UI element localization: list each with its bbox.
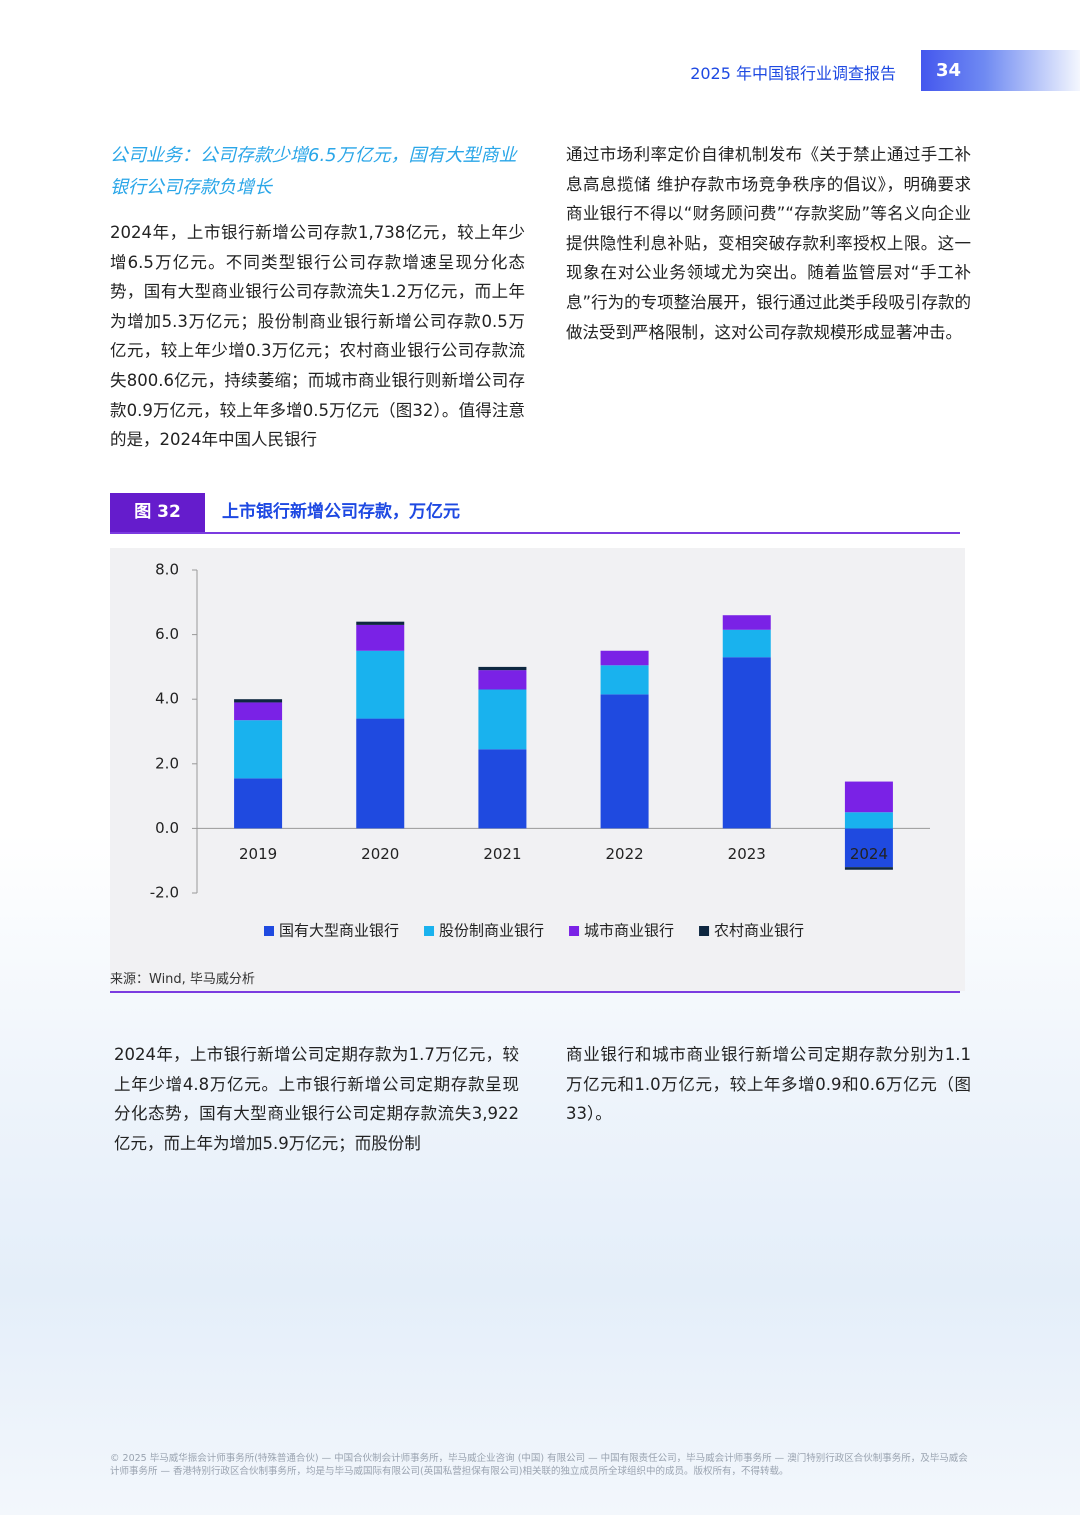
source-note: 来源：Wind, 毕马威分析: [110, 972, 255, 987]
bar: [600, 694, 649, 829]
footer: © 2025 毕马威华振会计师事务所(特殊普通合伙) — 中国合伙制会计师事务所…: [110, 1453, 968, 1477]
chart-title: 上市银行新增公司存款，万亿元: [222, 502, 460, 522]
bar: [600, 665, 649, 695]
bar: [356, 624, 405, 651]
y-tick-label: 4.0: [155, 690, 179, 708]
legend-swatch: [424, 926, 435, 936]
x-tick-label: 2023: [728, 845, 766, 863]
page-number: 34: [921, 50, 1080, 91]
bar: [356, 718, 405, 829]
bar: [234, 720, 283, 779]
x-tick-label: 2019: [239, 845, 277, 863]
legend-label: 国有大型商业银行: [279, 922, 399, 940]
bar: [844, 828, 893, 868]
rule: [110, 991, 960, 993]
bar: [234, 778, 283, 829]
bar: [844, 867, 893, 870]
bar: [722, 657, 771, 829]
bar: [844, 812, 893, 829]
legend-label: 城市商业银行: [584, 922, 674, 940]
bar: [478, 749, 527, 829]
bar: [356, 621, 405, 625]
x-tick-label: 2024: [850, 845, 888, 863]
bar: [478, 670, 527, 690]
x-tick-label: 2022: [605, 845, 643, 863]
bar: [478, 689, 527, 750]
bar: [234, 702, 283, 721]
legend-swatch: [264, 926, 274, 936]
paragraph: 商业银行和城市商业银行新增公司定期存款分别为1.1万亿元和1.0万亿元，较上年多…: [566, 1045, 971, 1124]
y-tick-label: 2.0: [155, 754, 179, 772]
bar: [356, 650, 405, 719]
bar: [234, 699, 283, 703]
rule: [110, 532, 960, 534]
y-tick-label: 6.0: [155, 625, 179, 643]
legend-label: 农村商业银行: [714, 922, 804, 940]
section-heading: 公司业务：公司存款少增6.5万亿元，国有大型商业银行公司存款负增长: [110, 145, 517, 198]
bar: [844, 781, 893, 813]
bar: [600, 650, 649, 666]
legend-label: 股份制商业银行: [439, 922, 544, 940]
figure-label: 图 32: [110, 493, 205, 532]
paragraph: 2024年，上市银行新增公司定期存款为1.7万亿元，较上年少增4.8万亿元。上市…: [114, 1045, 519, 1153]
bar: [722, 629, 771, 658]
legend-swatch: [569, 926, 580, 936]
bar: [478, 666, 527, 671]
y-tick-label: 8.0: [155, 561, 179, 579]
x-tick-label: 2020: [361, 845, 399, 863]
y-tick-label: -2.0: [150, 884, 179, 902]
bar: [722, 615, 771, 630]
x-tick-label: 2021: [483, 845, 521, 863]
paragraph: 2024年，上市银行新增公司存款1,738亿元，较上年少增6.5万亿元。不同类型…: [110, 223, 525, 450]
report-title: 2025 年中国银行业调查报告: [690, 64, 896, 83]
y-tick-label: 0.0: [155, 819, 179, 837]
paragraph: 通过市场利率定价自律机制发布《关于禁止通过手工补息高息揽储 维护存款市场竞争秩序…: [566, 145, 971, 342]
legend-swatch: [699, 926, 710, 936]
